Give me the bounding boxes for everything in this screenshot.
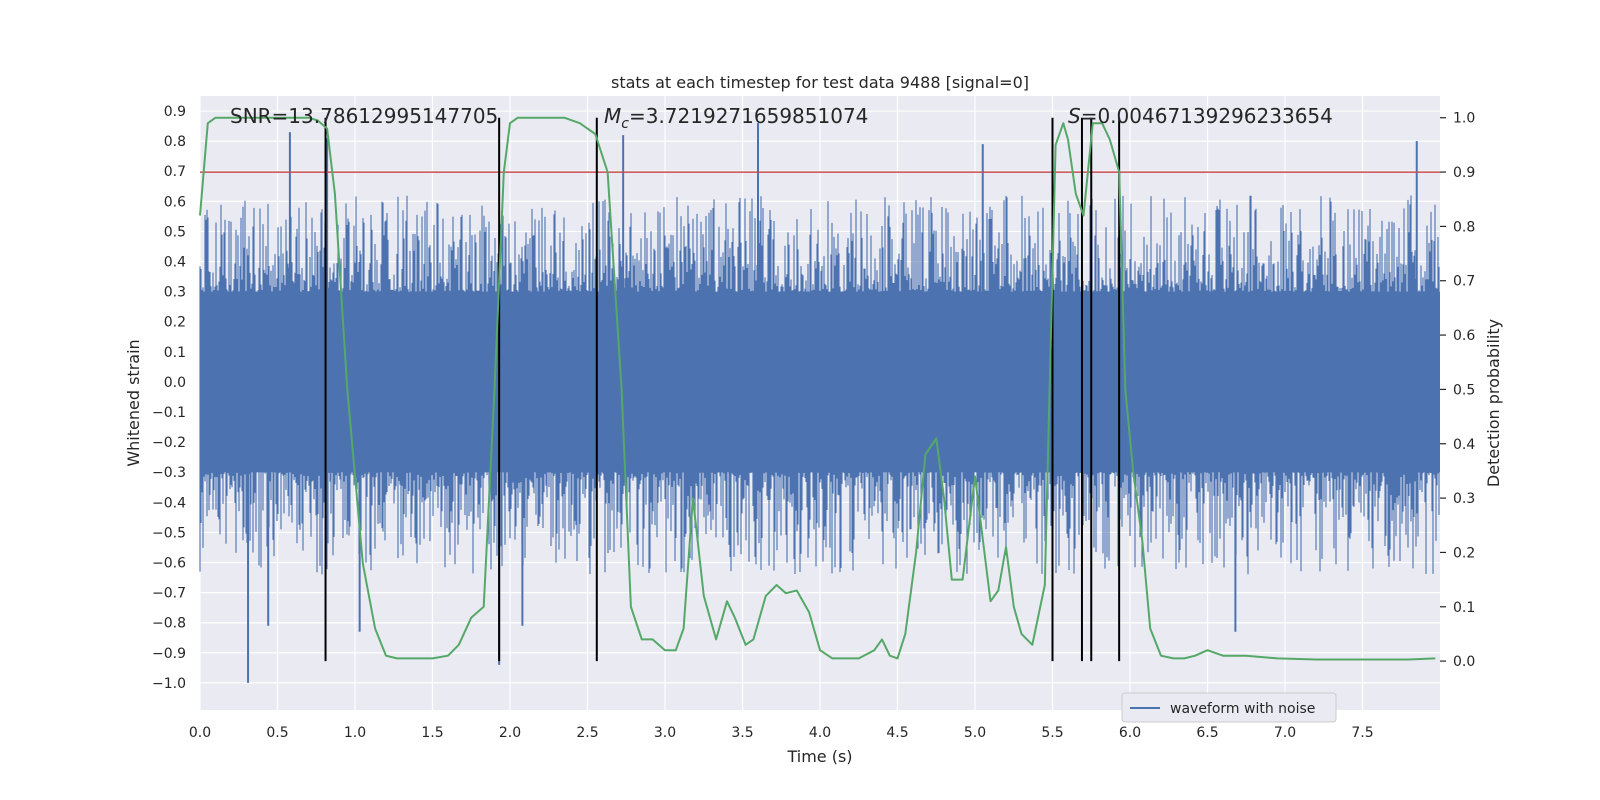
- y-right-tick-label: 0.0: [1453, 654, 1475, 670]
- y-left-tick-label: −0.9: [152, 646, 186, 662]
- y-axis-label-right: Detection probability: [1484, 319, 1503, 487]
- x-tick-label: 0.5: [266, 725, 288, 741]
- probability-line: [199, 116, 1436, 661]
- annotation-chirp-mass-value: =3.7219271659851074: [629, 104, 868, 128]
- y-left-tick-label: 0.2: [164, 315, 186, 331]
- y-right-tick-label: 0.9: [1453, 165, 1475, 181]
- y-left-tick-label: −0.3: [152, 465, 186, 481]
- x-tick-label: 1.0: [344, 725, 366, 741]
- y-left-tick-label: −0.2: [152, 435, 186, 451]
- x-tick-label: 1.5: [421, 725, 443, 741]
- x-tick-label: 7.0: [1274, 725, 1296, 741]
- annotation-s-symbol: S: [1068, 104, 1081, 128]
- y-left-tick-label: 0.9: [164, 104, 186, 120]
- x-tick-label: 2.5: [576, 725, 598, 741]
- y-left-tick-label: 0.5: [164, 224, 186, 240]
- x-tick-label: 3.0: [654, 725, 676, 741]
- y-left-tick-label: 0.0: [164, 375, 186, 391]
- y-left-tick-label: 0.1: [164, 345, 186, 361]
- legend-label: waveform with noise: [1170, 701, 1315, 717]
- y-right-tick-label: 0.6: [1453, 328, 1475, 344]
- vertical-markers: [324, 117, 1121, 662]
- y-left-tick-label: −1.0: [152, 676, 186, 692]
- y-right-tick-label: 0.8: [1453, 219, 1475, 235]
- y-right-tick-label: 0.4: [1453, 437, 1475, 453]
- y-left-tick-label: −0.8: [152, 616, 186, 632]
- y-right-tick-label: 0.3: [1453, 491, 1475, 507]
- y-left-tick-label: −0.7: [152, 586, 186, 602]
- chart-title: stats at each timestep for test data 948…: [611, 73, 1029, 92]
- y-right-tick-label: 0.1: [1453, 600, 1475, 616]
- legend-box: [1121, 692, 1337, 723]
- y-left-tick-label: −0.1: [152, 405, 186, 421]
- y-axis-label-left: Whitened strain: [124, 339, 143, 466]
- annotation-s: S=0.00467139296233654: [1068, 104, 1333, 128]
- x-tick-label: 6.5: [1196, 725, 1218, 741]
- ticks: 0.0 0.5 1.0 1.5 2.0 2.5 3.0 3.5 4.0 4.5 5.0 5.5 6.0 6…: [152, 104, 1475, 741]
- y-right-tick-label: 0.7: [1453, 274, 1475, 290]
- annotation-chirp-mass: Mc=3.7219271659851074: [604, 104, 868, 132]
- y-right-tick-label: 0.2: [1453, 545, 1475, 561]
- x-tick-label: 6.0: [1119, 725, 1141, 741]
- x-tick-label: 5.5: [1041, 725, 1063, 741]
- x-tick-label: 2.0: [499, 725, 521, 741]
- waveform-series: [199, 123, 1440, 683]
- y-left-tick-label: 0.7: [164, 164, 186, 180]
- x-tick-label: 3.5: [731, 725, 753, 741]
- y-left-tick-label: 0.8: [164, 134, 186, 150]
- annotation-s-value: =0.00467139296233654: [1081, 104, 1333, 128]
- annotation-chirp-mass-symbol: M: [604, 104, 621, 128]
- x-tick-label: 5.0: [964, 725, 986, 741]
- y-left-tick-label: 0.6: [164, 194, 186, 210]
- x-tick-label: 4.5: [886, 725, 908, 741]
- x-tick-label: 4.0: [809, 725, 831, 741]
- y-left-tick-label: −0.4: [152, 495, 186, 511]
- annotation-chirp-mass-sub: c: [621, 116, 629, 132]
- legend: waveform with noise: [1121, 692, 1337, 723]
- y-right-tick-label: 0.5: [1453, 382, 1475, 398]
- y-left-tick-label: 0.3: [164, 285, 186, 301]
- y-left-tick-label: −0.5: [152, 525, 186, 541]
- x-tick-label: 7.5: [1351, 725, 1373, 741]
- y-right-tick-label: 1.0: [1453, 111, 1475, 127]
- x-tick-label: 0.0: [189, 725, 211, 741]
- annotation-snr: SNR=13.78612995147705: [230, 104, 498, 128]
- x-axis-label: Time (s): [786, 747, 852, 766]
- y-left-tick-label: 0.4: [164, 255, 186, 271]
- probability-series: [199, 116, 1436, 661]
- y-left-tick-label: −0.6: [152, 556, 186, 572]
